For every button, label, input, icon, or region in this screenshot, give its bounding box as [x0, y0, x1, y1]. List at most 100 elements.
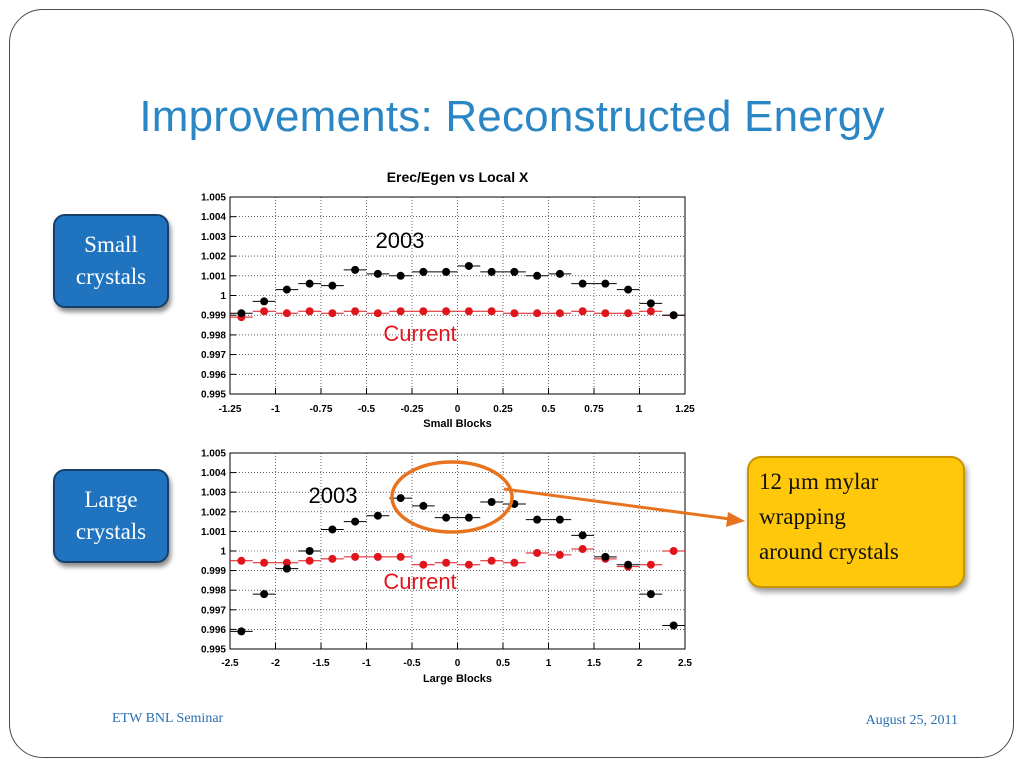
small-crystals-line1: Small	[84, 232, 138, 257]
data-point	[624, 560, 633, 569]
data-point	[419, 267, 428, 276]
x-tick-label: 1	[637, 404, 643, 415]
footer-right: August 25, 2011	[865, 713, 958, 728]
data-point	[510, 309, 519, 318]
y-tick-label: 1.005	[201, 449, 226, 460]
callout-arrow-head	[726, 512, 745, 527]
x-tick-label: 1	[546, 658, 552, 669]
x-tick-label: 1.5	[587, 658, 601, 669]
x-tick-label: -0.5	[403, 658, 421, 669]
x-tick-label: 0.75	[584, 404, 604, 415]
callout-line3: around crystals	[759, 539, 899, 564]
x-tick-label: 0	[455, 404, 461, 415]
data-point	[555, 550, 564, 559]
data-point	[464, 307, 473, 316]
data-point	[510, 558, 519, 567]
data-point	[328, 309, 337, 318]
x-tick-label: -1	[362, 658, 371, 669]
data-point	[464, 560, 473, 569]
data-point	[533, 309, 542, 318]
x-tick-label: -1	[271, 404, 280, 415]
chart-small-blocks: -1.25 -1 -0.75 -0.5 -0.25 0 0.25 0.5 0.75 1 1.25 0.…	[201, 169, 695, 430]
y-tick-label: 1.005	[201, 193, 226, 204]
data-point	[533, 271, 542, 280]
data-point	[487, 307, 496, 316]
data-point	[328, 554, 337, 563]
data-point	[237, 556, 246, 565]
data-point	[396, 494, 405, 503]
data-point	[373, 269, 382, 278]
small-crystals-label: Small crystals	[53, 214, 169, 308]
data-point	[442, 307, 451, 316]
chart-large-blocks: -2.5 -2 -1.5 -1 -0.5 0 0.5 1 1.5 2 2.5 0.995 0.996 0.…	[201, 449, 692, 686]
x-tick-label: 1.25	[675, 404, 695, 415]
slide-title: Improvements: Reconstructed Energy	[139, 92, 885, 141]
y-tick-label: 1.002	[201, 507, 226, 518]
data-point	[487, 498, 496, 506]
data-point	[464, 513, 473, 522]
data-point	[578, 531, 587, 540]
large-crystals-line2: crystals	[75, 519, 147, 544]
data-point	[510, 267, 519, 276]
data-point	[351, 552, 360, 561]
data-point	[305, 279, 314, 288]
x-axis-label: Large Blocks	[423, 673, 492, 685]
y-tick-label: 0.998	[201, 330, 226, 341]
y-tick-label: 1.003	[201, 232, 226, 243]
data-point	[601, 309, 610, 318]
y-tick-label: 1.004	[201, 212, 226, 223]
y-tick-label: 0.997	[201, 350, 226, 361]
data-point	[260, 307, 269, 316]
x-tick-label: 0.25	[493, 404, 513, 415]
data-point	[396, 307, 405, 316]
data-point	[282, 564, 291, 573]
small-crystals-line2: crystals	[75, 264, 147, 289]
x-tick-label: -0.25	[401, 404, 424, 415]
y-tick-label: 0.999	[201, 311, 226, 322]
data-point	[601, 279, 610, 288]
data-point	[578, 307, 587, 316]
series-annotation: 2003	[376, 228, 425, 253]
data-point	[305, 307, 314, 316]
data-point	[669, 621, 678, 630]
plot-frame	[229, 196, 686, 395]
series-annotation: Current	[383, 569, 456, 594]
data-point	[555, 309, 564, 318]
data-point	[328, 281, 337, 290]
data-point	[669, 547, 678, 555]
data-point	[442, 513, 451, 522]
x-tick-label: -2	[271, 658, 280, 669]
data-point	[260, 590, 269, 599]
data-point	[328, 525, 337, 534]
x-tick-label: -0.75	[310, 404, 333, 415]
data-point	[373, 552, 382, 561]
y-tick-label: 1	[220, 291, 226, 302]
data-point	[487, 267, 496, 276]
data-point	[555, 515, 564, 524]
data-point	[351, 517, 360, 526]
data-point	[442, 267, 451, 276]
data-point	[396, 552, 405, 561]
data-point	[487, 556, 496, 565]
data-point	[282, 309, 291, 318]
data-point	[442, 558, 451, 567]
series-annotation: Current	[383, 321, 456, 346]
data-point	[464, 261, 473, 270]
y-tick-label: 1.001	[201, 527, 226, 538]
data-point	[533, 515, 542, 524]
footer-left: ETW BNL Seminar	[112, 711, 224, 726]
data-point	[601, 552, 610, 561]
x-tick-label: -2.5	[221, 658, 239, 669]
data-point	[624, 285, 633, 294]
large-crystals-line1: Large	[84, 487, 138, 512]
y-tick-label: 0.999	[201, 566, 226, 577]
x-tick-label: 0.5	[496, 658, 510, 669]
x-tick-label: 2.5	[678, 658, 692, 669]
y-tick-label: 0.995	[201, 645, 226, 656]
data-point	[351, 265, 360, 274]
highlight-circle	[390, 460, 514, 534]
y-tick-label: 1	[220, 547, 226, 558]
data-point	[282, 558, 291, 567]
data-point	[237, 309, 246, 318]
